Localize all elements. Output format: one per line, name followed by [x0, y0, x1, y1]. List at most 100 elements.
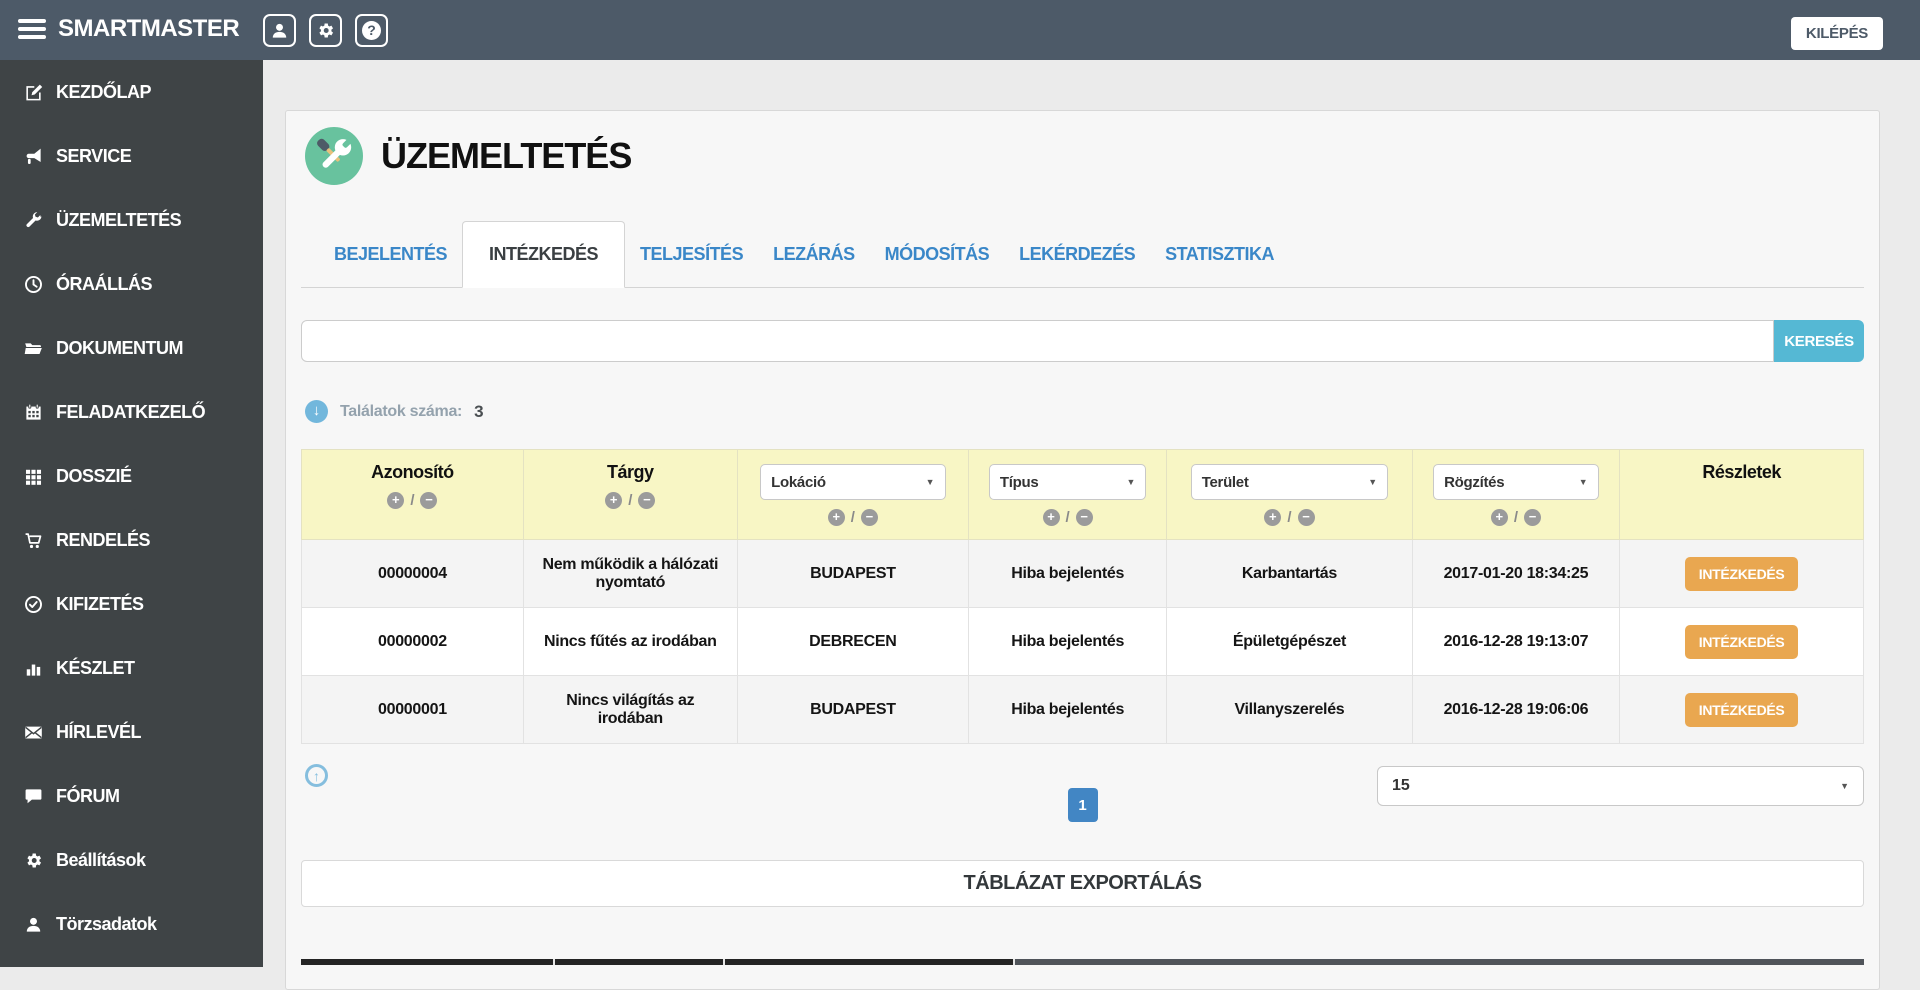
- chevron-down-icon: ▼: [925, 477, 935, 487]
- help-button[interactable]: ?: [355, 14, 388, 47]
- sidebar-item-service[interactable]: SERVICE: [0, 124, 263, 188]
- settings-button[interactable]: [309, 14, 342, 47]
- cell-id: 00000002: [301, 607, 524, 676]
- sort-desc-icon[interactable]: −: [638, 492, 656, 509]
- sidebar-item-label: ÜZEMELTETÉS: [56, 209, 182, 230]
- edit-icon: [24, 83, 56, 102]
- envelope-icon: [24, 723, 56, 742]
- terulet-filter-select[interactable]: Terület ▼: [1190, 464, 1389, 500]
- rogzites-filter-select[interactable]: Rögzítés ▼: [1433, 464, 1599, 500]
- column-header-azonosito: Azonosító + / −: [301, 449, 524, 540]
- sidebar-item-label: KEZDŐLAP: [56, 81, 152, 102]
- sidebar-item-hirlevel[interactable]: HÍRLEVÉL: [0, 700, 263, 764]
- search-input[interactable]: [301, 320, 1774, 362]
- cell-subject: Nincs világítás az irodában: [522, 675, 738, 744]
- sort-asc-icon[interactable]: +: [1042, 509, 1060, 526]
- cell-subject: Nem működik a hálózati nyomtató: [522, 539, 738, 608]
- collapse-down-icon[interactable]: ↓: [305, 400, 328, 423]
- sidebar-item-feladatkezelo[interactable]: FELADATKEZELŐ: [0, 380, 263, 444]
- cell-location: BUDAPEST: [736, 675, 969, 744]
- table-row: 00000004 Nem működik a hálózati nyomtató…: [301, 539, 1864, 608]
- tab-lezaras[interactable]: LEZÁRÁS: [773, 243, 855, 264]
- lokacio-filter-select[interactable]: Lokáció ▼: [760, 464, 946, 500]
- export-table-button[interactable]: TÁBLÁZAT EXPORTÁLÁS: [301, 860, 1864, 907]
- page-title: ÜZEMELTETÉS: [381, 135, 632, 176]
- page-1-button[interactable]: 1: [1067, 788, 1098, 822]
- sidebar-item-dokumentum[interactable]: DOKUMENTUM: [0, 316, 263, 380]
- tab-lekerdezes[interactable]: LEKÉRDEZÉS: [1019, 243, 1136, 264]
- tab-modositas[interactable]: MÓDOSÍTÁS: [884, 243, 990, 264]
- sidebar-item-kifizetes[interactable]: KIFIZETÉS: [0, 572, 263, 636]
- table-row: 00000001 Nincs világítás az irodában BUD…: [301, 675, 1864, 744]
- sort-asc-icon[interactable]: +: [387, 492, 405, 509]
- cell-location: BUDAPEST: [736, 539, 969, 608]
- page-size-select[interactable]: 15 ▼: [1377, 766, 1864, 806]
- action-button[interactable]: INTÉZKEDÉS: [1684, 624, 1799, 659]
- column-header-lokacio: Lokáció ▼ + / −: [736, 449, 969, 540]
- sidebar-item-torzsadatok[interactable]: Törzsadatok: [0, 892, 263, 956]
- folder-icon: [24, 339, 56, 358]
- collapse-up-icon[interactable]: ↑: [305, 764, 328, 787]
- sidebar-item-label: Törzsadatok: [56, 913, 157, 934]
- cell-area: Karbantartás: [1166, 539, 1413, 608]
- grid-icon: [24, 467, 56, 486]
- user-profile-button[interactable]: [263, 14, 296, 47]
- action-button[interactable]: INTÉZKEDÉS: [1684, 692, 1799, 727]
- sort-desc-icon[interactable]: −: [1523, 509, 1541, 526]
- cell-area: Villanyszerelés: [1166, 675, 1413, 744]
- sidebar-item-label: DOKUMENTUM: [56, 337, 184, 358]
- cart-icon: [24, 531, 56, 550]
- sidebar-item-rendeles[interactable]: RENDELÉS: [0, 508, 263, 572]
- cell-type: Hiba bejelentés: [967, 607, 1168, 676]
- cell-id: 00000001: [301, 675, 524, 744]
- chevron-down-icon: ▼: [1368, 477, 1378, 487]
- sort-desc-icon[interactable]: −: [420, 492, 438, 509]
- tipus-filter-select[interactable]: Típus ▼: [988, 464, 1147, 500]
- sidebar-item-label: FELADATKEZELŐ: [56, 401, 206, 422]
- menu-icon[interactable]: [18, 19, 46, 41]
- column-header-terulet: Terület ▼ + / −: [1166, 449, 1413, 540]
- bullhorn-icon: [24, 147, 56, 166]
- column-header-reszletek: Részletek: [1619, 449, 1864, 540]
- sidebar-item-oraallas[interactable]: ÓRAÁLLÁS: [0, 252, 263, 316]
- sort-asc-icon[interactable]: +: [1264, 509, 1282, 526]
- sidebar-item-dosszie[interactable]: DOSSZIÉ: [0, 444, 263, 508]
- bar-chart-icon: [24, 659, 56, 678]
- column-header-targy: Tárgy + / −: [522, 449, 738, 540]
- sidebar-item-beallitasok[interactable]: Beállítások: [0, 828, 263, 892]
- gear-icon: [319, 23, 334, 38]
- logout-button[interactable]: KILÉPÉS: [1790, 17, 1883, 50]
- tab-statisztika[interactable]: STATISZTIKA: [1165, 243, 1274, 264]
- sort-desc-icon[interactable]: −: [860, 509, 878, 526]
- cell-recorded: 2016-12-28 19:06:06: [1411, 675, 1621, 744]
- search-button[interactable]: KERESÉS: [1774, 320, 1864, 362]
- cell-type: Hiba bejelentés: [967, 539, 1168, 608]
- column-header-rogzites: Rögzítés ▼ + / −: [1411, 449, 1621, 540]
- user-icon: [24, 915, 56, 934]
- user-icon: [272, 23, 287, 38]
- sort-desc-icon[interactable]: −: [1075, 509, 1093, 526]
- sidebar-item-kezdolap[interactable]: KEZDŐLAP: [0, 60, 263, 124]
- tab-teljesites[interactable]: TELJESÍTÉS: [640, 243, 744, 264]
- results-label: Találatok száma:: [340, 402, 463, 420]
- sort-desc-icon[interactable]: −: [1297, 509, 1315, 526]
- cell-area: Épületgépészet: [1166, 607, 1413, 676]
- sidebar-item-label: Beállítások: [56, 849, 146, 870]
- chevron-down-icon: ▼: [1578, 477, 1588, 487]
- sidebar-item-uzemeltetes[interactable]: ÜZEMELTETÉS: [0, 188, 263, 252]
- sidebar-item-keszlet[interactable]: KÉSZLET: [0, 636, 263, 700]
- chevron-down-icon: ▼: [1126, 477, 1136, 487]
- action-button[interactable]: INTÉZKEDÉS: [1684, 556, 1799, 591]
- clock-icon: [24, 275, 56, 294]
- sort-asc-icon[interactable]: +: [605, 492, 623, 509]
- tab-bejelentes[interactable]: BEJELENTÉS: [334, 243, 448, 264]
- sidebar-item-forum[interactable]: FÓRUM: [0, 764, 263, 828]
- operations-tools-icon: [305, 127, 363, 185]
- app-brand: SMARTMASTER: [58, 15, 240, 42]
- calendar-icon: [24, 403, 56, 422]
- sort-asc-icon[interactable]: +: [1490, 509, 1508, 526]
- sort-asc-icon[interactable]: +: [827, 509, 845, 526]
- table-row: 00000002 Nincs fűtés az irodában DEBRECE…: [301, 607, 1864, 676]
- tab-intezkedes[interactable]: INTÉZKEDÉS: [462, 221, 626, 288]
- content-card: ÜZEMELTETÉS BEJELENTÉS INTÉZKEDÉS TELJES…: [285, 110, 1880, 990]
